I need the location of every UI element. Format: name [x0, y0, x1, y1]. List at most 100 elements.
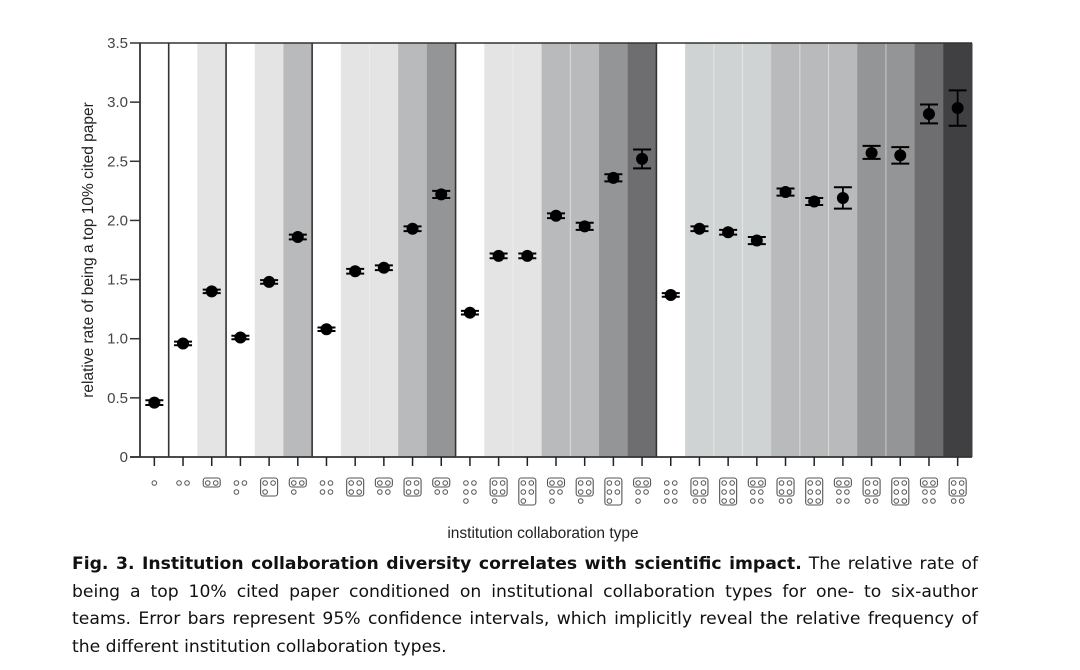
collaboration-type-glyphs: [151, 477, 967, 506]
institution-dot: [700, 498, 707, 504]
institution-box: [776, 477, 795, 497]
data-point: [291, 230, 304, 243]
institution-dot: [922, 498, 928, 504]
institution-dot: [549, 498, 555, 504]
y-tick-label: 3.5: [107, 35, 128, 52]
institution-dot: [499, 480, 506, 486]
data-point: [521, 249, 534, 262]
background-band: [627, 43, 657, 457]
institution-dot: [815, 489, 822, 495]
institution-dot: [893, 480, 900, 486]
institution-box: [518, 477, 537, 506]
institution-dot: [844, 489, 850, 495]
institution-dot: [700, 489, 707, 495]
institution-dot: [528, 489, 535, 495]
institution-dot: [405, 480, 412, 486]
data-point: [894, 149, 907, 162]
institution-dot: [901, 489, 908, 495]
institution-dot: [663, 480, 670, 486]
data-point: [750, 234, 763, 247]
institution-dot: [319, 489, 326, 495]
institution-dot: [520, 480, 527, 486]
institution-dot: [520, 489, 527, 495]
data-point: [808, 195, 821, 208]
institution-box: [202, 477, 221, 488]
institution-dot: [922, 480, 928, 486]
institution-dot: [643, 480, 649, 486]
institution-box: [805, 477, 824, 506]
institution-dot: [348, 480, 354, 486]
data-point: [607, 171, 620, 184]
institution-box: [919, 477, 939, 488]
institution-dot: [692, 498, 699, 504]
background-band: [656, 43, 686, 457]
institution-dot: [491, 480, 498, 486]
background-band: [885, 43, 916, 457]
data-point: [865, 147, 878, 160]
institution-dot: [204, 480, 211, 486]
institution-dot: [434, 489, 441, 495]
institution-dot: [872, 498, 879, 504]
institution-dot: [692, 489, 699, 495]
institution-dot: [413, 480, 420, 486]
institution-box: [719, 477, 738, 506]
institution-dot: [577, 480, 584, 486]
y-tick-label: 2.0: [107, 212, 128, 229]
background-band: [283, 43, 313, 457]
institution-dot: [700, 480, 707, 486]
institution-dot: [491, 498, 498, 504]
institution-dot: [491, 489, 498, 495]
institution-box: [604, 477, 623, 506]
institution-dot: [606, 480, 613, 486]
institution-box: [346, 477, 365, 497]
institution-dot: [471, 480, 477, 486]
institution-dot: [463, 480, 469, 486]
data-point: [463, 306, 476, 319]
data-point: [722, 226, 735, 239]
y-tick-label: 1.5: [107, 272, 128, 289]
data-point: [693, 222, 706, 235]
data-point: [550, 209, 562, 222]
background-band: [799, 43, 830, 457]
institution-dot: [212, 480, 219, 486]
institution-dot: [836, 480, 842, 486]
institution-dot: [950, 480, 957, 486]
background-band: [771, 43, 801, 457]
institution-dot: [356, 489, 362, 495]
background-band: [541, 43, 571, 457]
background-band: [742, 43, 772, 457]
data-point: [320, 323, 333, 336]
institution-dot: [442, 489, 449, 495]
background-band: [369, 43, 399, 457]
institution-dot: [750, 489, 756, 495]
institution-dot: [958, 489, 965, 495]
data-point: [779, 186, 792, 199]
institution-dot: [872, 489, 879, 495]
institution-dot: [721, 498, 727, 504]
institution-dot: [298, 480, 305, 486]
data-point: [263, 275, 276, 288]
institution-dot: [950, 498, 957, 504]
background-band: [857, 43, 887, 457]
institution-dot: [758, 480, 764, 486]
institution-dot: [151, 480, 158, 486]
institution-dot: [377, 480, 383, 486]
institution-dot: [499, 489, 506, 495]
background-bands: [140, 43, 973, 457]
background-band: [455, 43, 485, 457]
institution-dot: [729, 480, 735, 486]
background-band: [828, 43, 858, 457]
data-point: [664, 288, 677, 301]
institution-dot: [778, 480, 785, 486]
institution-dot: [872, 480, 879, 486]
data-point: [377, 261, 390, 274]
institution-dot: [434, 480, 441, 486]
institution-dot: [290, 480, 297, 486]
institution-dot: [692, 480, 699, 486]
institution-dot: [930, 498, 936, 504]
institution-box: [546, 477, 566, 488]
data-point: [148, 396, 161, 409]
y-tick-label: 1.0: [107, 331, 128, 348]
institution-dot: [635, 498, 641, 504]
institution-dot: [385, 480, 391, 486]
